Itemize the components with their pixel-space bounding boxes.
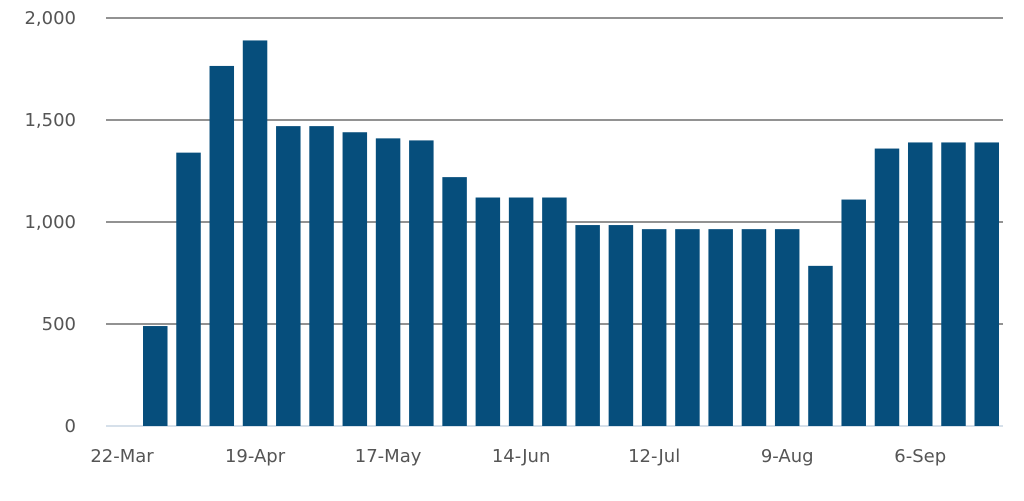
x-tick-label: 14-Jun (492, 446, 551, 467)
bar (375, 138, 401, 427)
x-tick-label: 22-Mar (90, 446, 154, 467)
bars (143, 40, 1000, 427)
bar (209, 65, 235, 426)
x-tick-label: 9-Aug (761, 446, 814, 467)
bar (774, 229, 800, 426)
bar (907, 142, 933, 426)
bar (608, 225, 634, 426)
y-tick-label: 0 (65, 416, 76, 437)
y-tick-label: 1,000 (24, 212, 76, 233)
x-axis-tick-labels: 22-Mar 19-Apr 17-May 14-Jun 12-Jul 9-Aug 6-Sep (90, 446, 946, 467)
bar (542, 197, 567, 426)
bar (575, 225, 600, 426)
bar (309, 126, 334, 427)
bar (442, 177, 467, 426)
bar (841, 199, 866, 426)
y-axis-tick-labels: 0 500 1,000 1,500 2,000 (24, 8, 76, 437)
bar (941, 142, 966, 426)
bar (475, 197, 501, 426)
bar (508, 197, 534, 426)
bar (808, 265, 833, 426)
bar (974, 142, 1000, 426)
x-tick-label: 6-Sep (894, 446, 946, 467)
y-tick-label: 1,500 (24, 110, 76, 131)
x-tick-label: 19-Apr (225, 446, 286, 467)
bar (409, 140, 434, 426)
y-tick-label: 500 (42, 314, 76, 335)
bar (342, 132, 368, 427)
bar (143, 326, 168, 426)
bar (675, 229, 700, 426)
x-tick-label: 12-Jul (628, 446, 680, 467)
y-tick-label: 2,000 (24, 8, 76, 29)
bar (741, 229, 767, 426)
bar (708, 229, 733, 426)
bar (641, 229, 667, 426)
x-tick-label: 17-May (355, 446, 422, 467)
bar (874, 148, 900, 426)
bar (276, 126, 301, 427)
bar (242, 40, 268, 426)
bar (176, 152, 201, 426)
